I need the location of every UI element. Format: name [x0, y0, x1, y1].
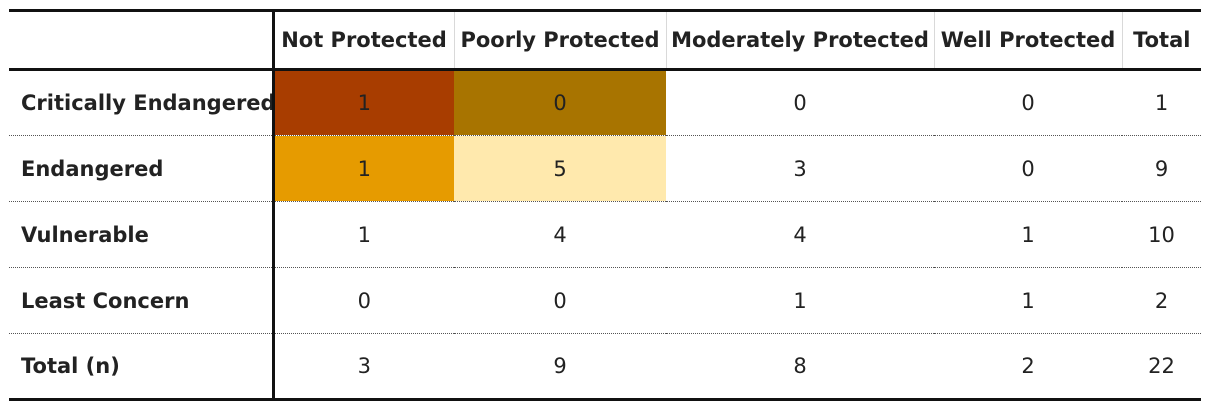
cell-critically-endangered-total: 1 — [1122, 69, 1201, 136]
cell-vulnerable-well-protected: 1 — [934, 201, 1122, 268]
header-well-protected: Well Protected — [934, 9, 1123, 71]
cell-endangered-moderately-protected: 3 — [666, 135, 934, 202]
header-stub — [9, 9, 275, 71]
cell-least-concern-not-protected: 0 — [273, 267, 454, 334]
table-row: Vulnerable 1 4 4 1 10 — [9, 201, 1201, 268]
row-label-least-concern: Least Concern — [9, 267, 275, 334]
header-moderately-protected: Moderately Protected — [666, 9, 935, 71]
cell-total-well-protected: 2 — [934, 333, 1122, 401]
cell-least-concern-well-protected: 1 — [934, 267, 1122, 334]
table-row: Total (n) 3 9 8 2 22 — [9, 333, 1201, 401]
cell-total-grand-total: 22 — [1122, 333, 1201, 401]
row-label-endangered: Endangered — [9, 135, 275, 202]
header-poorly-protected: Poorly Protected — [454, 9, 667, 71]
cell-endangered-well-protected: 0 — [934, 135, 1122, 202]
cell-vulnerable-not-protected: 1 — [273, 201, 454, 268]
cell-endangered-not-protected: 1 — [273, 135, 454, 202]
cell-total-poorly-protected: 9 — [454, 333, 666, 401]
cell-endangered-total: 9 — [1122, 135, 1201, 202]
cell-critically-endangered-not-protected: 1 — [273, 69, 454, 136]
cell-vulnerable-poorly-protected: 4 — [454, 201, 666, 268]
header-total: Total — [1122, 9, 1201, 71]
cell-critically-endangered-poorly-protected: 0 — [454, 69, 666, 136]
cell-critically-endangered-moderately-protected: 0 — [666, 69, 934, 136]
cell-least-concern-poorly-protected: 0 — [454, 267, 666, 334]
cell-total-moderately-protected: 8 — [666, 333, 934, 401]
cell-total-not-protected: 3 — [273, 333, 454, 401]
row-label-critically-endangered: Critically Endangered — [9, 69, 275, 136]
header-not-protected: Not Protected — [273, 9, 455, 71]
cell-endangered-poorly-protected: 5 — [454, 135, 666, 202]
cell-least-concern-moderately-protected: 1 — [666, 267, 934, 334]
cell-vulnerable-moderately-protected: 4 — [666, 201, 934, 268]
table-row: Least Concern 0 0 1 1 2 — [9, 267, 1201, 334]
cell-least-concern-total: 2 — [1122, 267, 1201, 334]
header-row: Not Protected Poorly Protected Moderatel… — [9, 9, 1201, 71]
row-label-total: Total (n) — [9, 333, 275, 401]
table-row: Endangered 1 5 3 0 9 — [9, 135, 1201, 202]
row-label-vulnerable: Vulnerable — [9, 201, 275, 268]
protection-status-table: Not Protected Poorly Protected Moderatel… — [9, 9, 1201, 401]
cell-vulnerable-total: 10 — [1122, 201, 1201, 268]
table-row: Critically Endangered 1 0 0 0 1 — [9, 69, 1201, 136]
cell-critically-endangered-well-protected: 0 — [934, 69, 1122, 136]
